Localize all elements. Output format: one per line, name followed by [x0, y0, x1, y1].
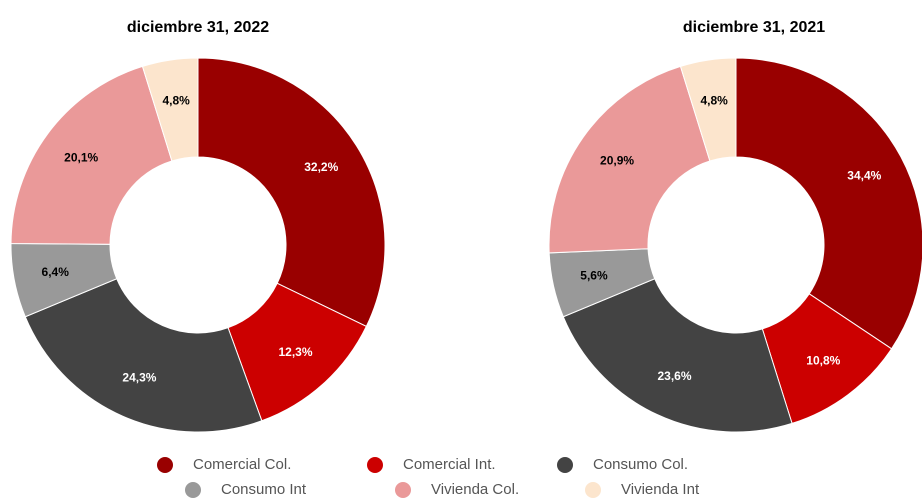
legend-swatch	[157, 457, 173, 473]
slice	[24, 278, 263, 433]
slice-label: 34,4%	[847, 169, 881, 183]
slice-label: 10,8%	[806, 354, 840, 368]
slice	[141, 57, 199, 162]
legend-label: Comercial Int.	[403, 456, 496, 473]
chart-title: diciembre 31, 2022	[127, 19, 269, 36]
slice-label: 24,3%	[122, 370, 156, 384]
legend-label: Consumo Col.	[593, 456, 688, 473]
slice	[679, 57, 737, 162]
legend-swatch	[395, 482, 411, 498]
legend-swatch	[185, 482, 201, 498]
slice	[197, 57, 386, 328]
chart-title: diciembre 31, 2021	[683, 19, 825, 36]
slice-label: 20,9%	[600, 153, 634, 167]
slice	[562, 278, 793, 433]
legend-label: Vivienda Col.	[431, 481, 519, 498]
legend-label: Comercial Col.	[193, 456, 291, 473]
slice-label: 4,8%	[162, 93, 190, 107]
legend-swatch	[557, 457, 573, 473]
legend-swatch	[367, 457, 383, 473]
slice-label: 5,6%	[580, 269, 608, 283]
slice	[10, 65, 173, 245]
legend-label: Vivienda Int	[621, 481, 700, 498]
slice-label: 6,4%	[42, 265, 70, 279]
slice-label: 4,8%	[700, 93, 728, 107]
slice	[548, 65, 711, 254]
legend-label: Consumo Int	[221, 481, 307, 498]
legend-swatch	[585, 482, 601, 498]
slice-label: 20,1%	[64, 150, 98, 164]
slice-label: 23,6%	[658, 369, 692, 383]
slice	[735, 57, 922, 350]
slice-label: 32,2%	[304, 160, 338, 174]
slice-label: 12,3%	[278, 345, 312, 359]
